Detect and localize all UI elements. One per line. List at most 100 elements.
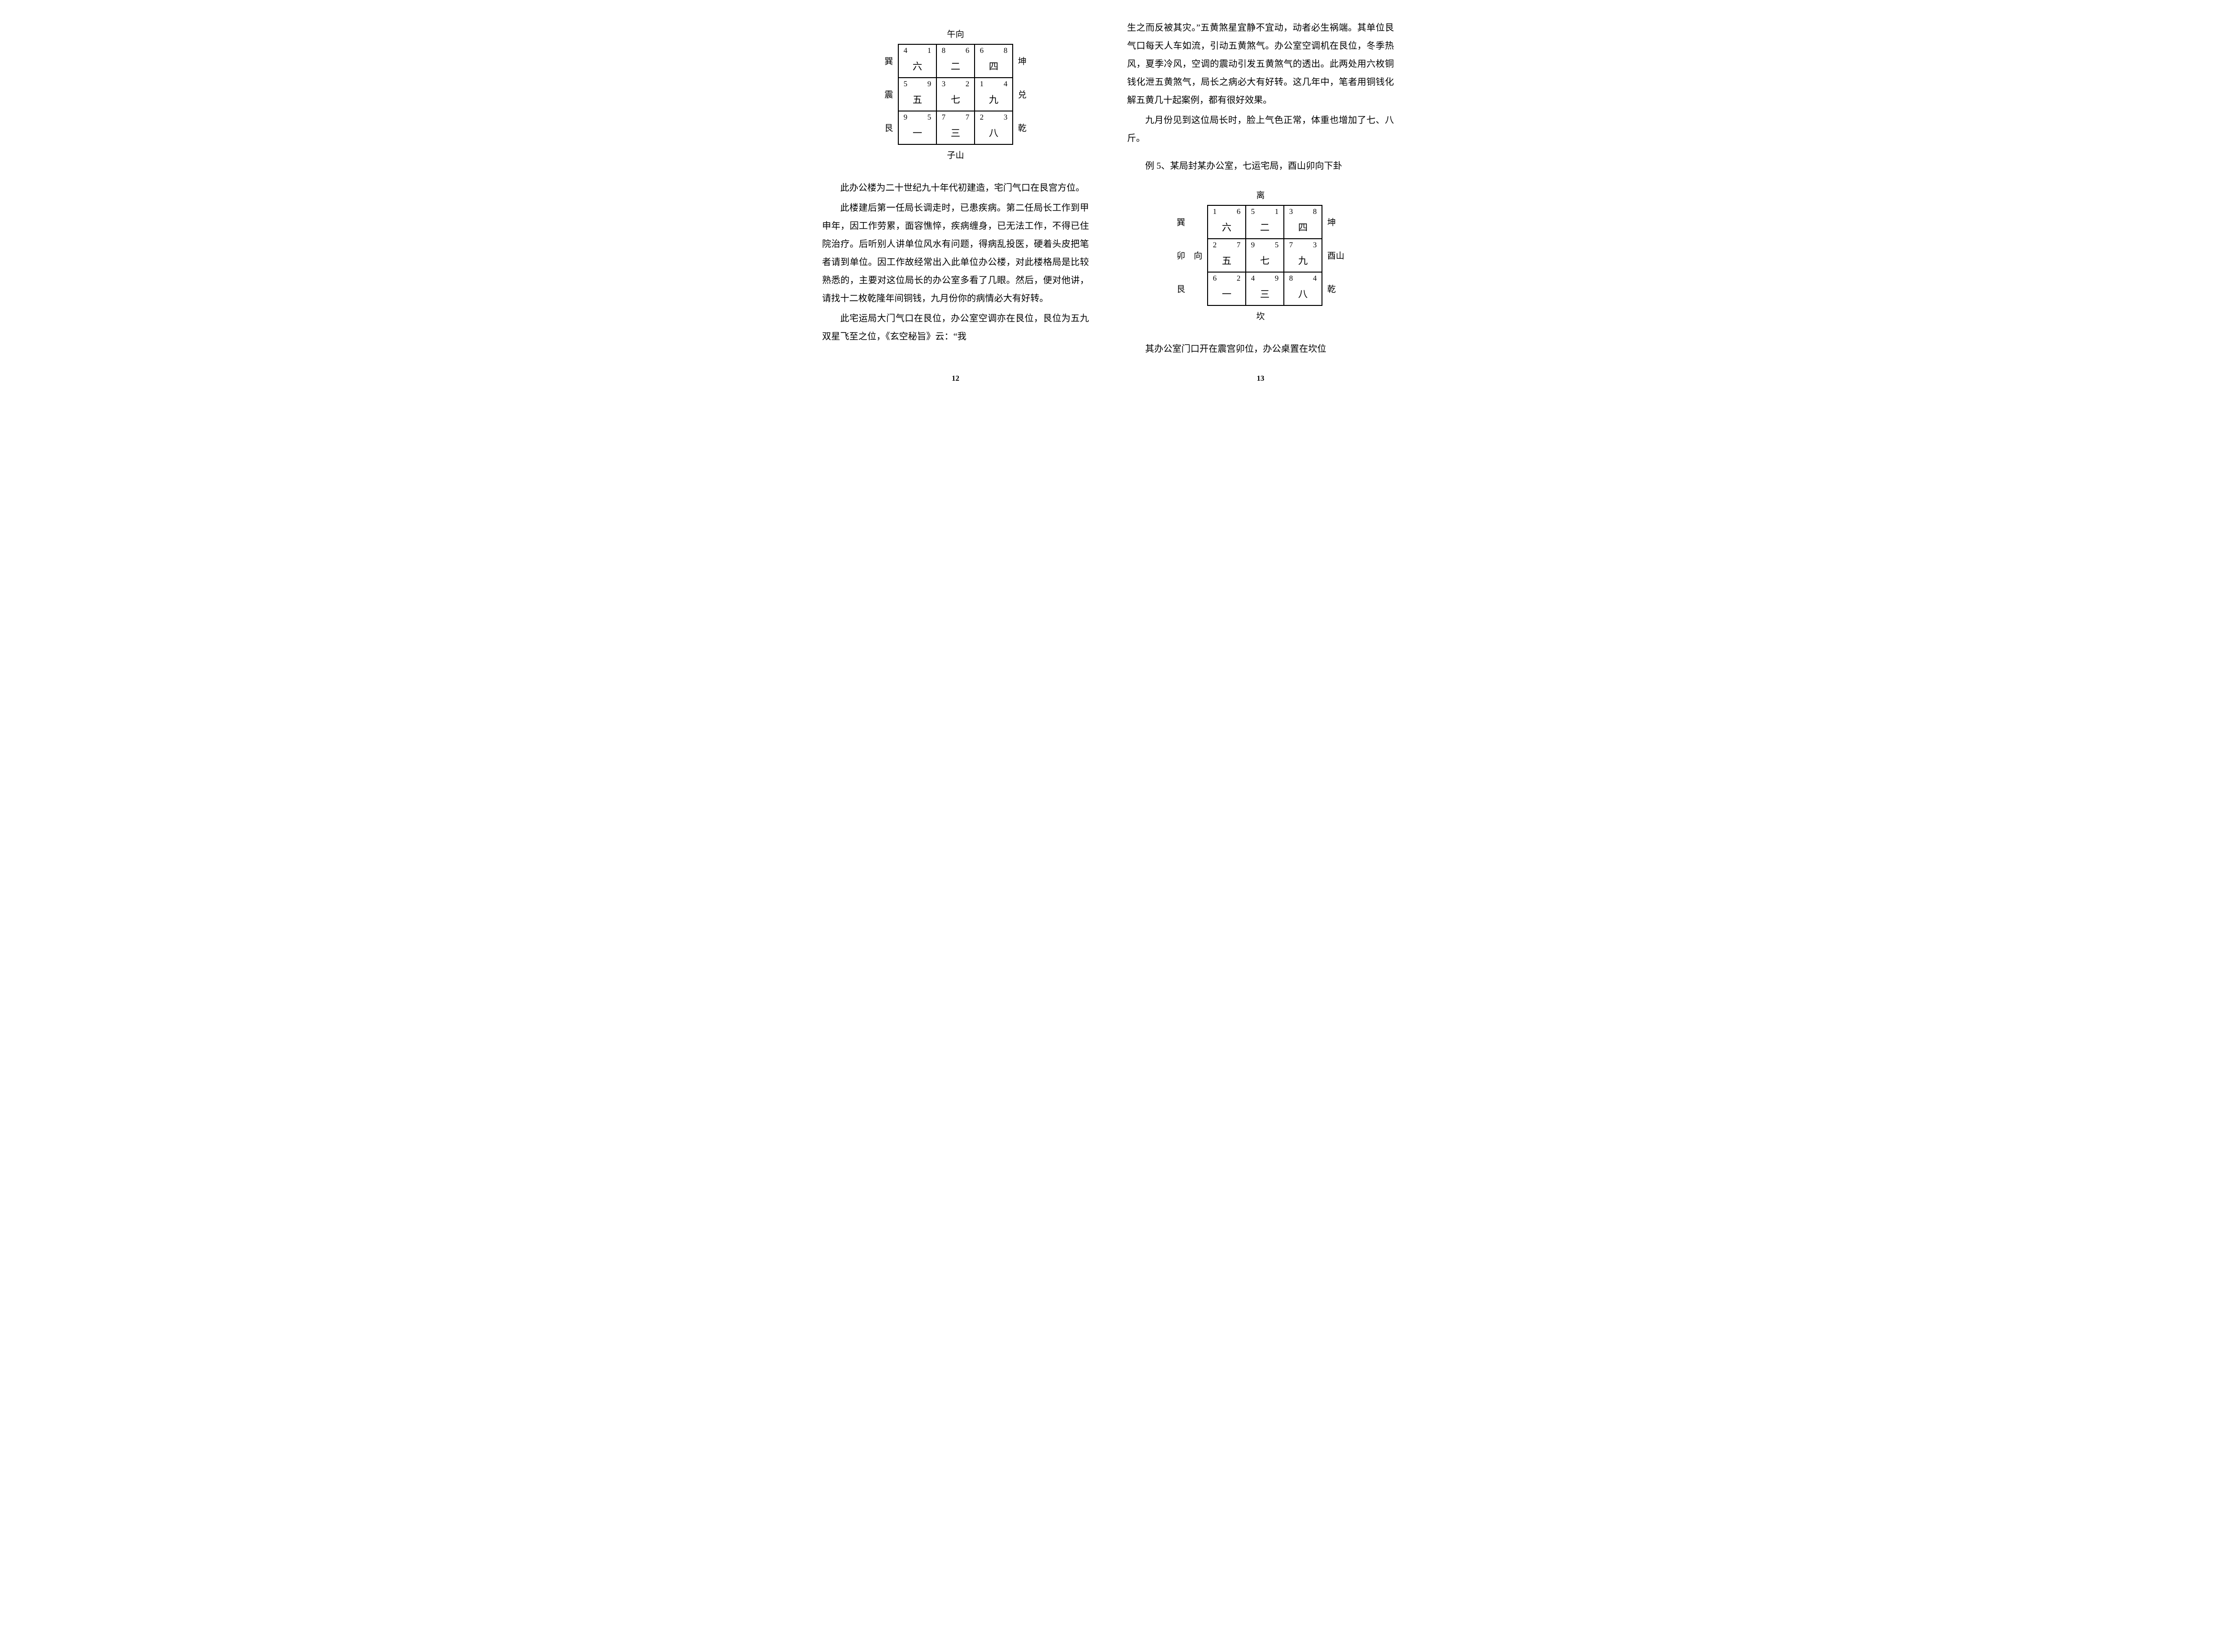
grid-cell: 1 4九 — [975, 78, 1013, 111]
cell-tr: 1 — [927, 47, 931, 55]
chart-label: 巽 — [1177, 205, 1202, 239]
chart-label: 艮 — [1177, 272, 1202, 305]
cell-b: 七 — [951, 92, 960, 106]
chart-label: 乾 — [1327, 272, 1344, 305]
chart-label: 酉山 — [1327, 239, 1344, 272]
paragraph: 此楼建后第一任局长调走时，已患疾病。第二任局长工作到甲申年，因工作劳累，面容憔悴… — [822, 199, 1089, 308]
example-header: 例 5、某局封某办公室，七运宅局，酉山卯向下卦 — [1127, 157, 1394, 175]
chart-label: 巽 — [884, 44, 893, 78]
grid-cell: 4 1六 — [898, 44, 936, 78]
cell-tr: 2 — [966, 80, 969, 89]
cell-tl: 5 — [1251, 208, 1255, 216]
grid-cell: 4 9三 — [1246, 272, 1284, 305]
cell-tr: 8 — [1004, 47, 1007, 55]
grid-cell: 7 3九 — [1284, 239, 1322, 272]
chart-1-right-labels: 坤 兑 乾 — [1018, 44, 1027, 144]
cell-b: 三 — [1260, 286, 1270, 300]
paragraph: 生之而反被其灾。”五黄煞星宜静不宜动，动者必生祸端。其单位艮气口每天人车如流，引… — [1127, 19, 1394, 110]
grid-cell: 3 8四 — [1284, 205, 1322, 239]
cell-tl: 4 — [1251, 274, 1255, 283]
left-content: 午向 巽 震 艮 41六 86二 68四 59五 32七 14九 95一 — [822, 19, 1089, 360]
page-number-left: 12 — [822, 375, 1089, 383]
cell-b: 二 — [951, 59, 960, 72]
chart-label: 坤 — [1018, 44, 1027, 78]
chart-label: 震 — [884, 78, 893, 111]
cell-b: 八 — [989, 125, 998, 139]
cell-b: 七 — [1260, 253, 1270, 267]
chart-2-row: 巽 卯 向 艮 16六 51二 38四 27五 95七 73九 62一 49三 … — [1177, 205, 1344, 306]
cell-b: 六 — [913, 59, 922, 72]
grid-cell: 7 7三 — [936, 111, 975, 144]
cell-b: 九 — [1298, 253, 1308, 267]
cell-tr: 9 — [1275, 274, 1279, 283]
cell-tr: 7 — [1237, 241, 1240, 250]
chart-1-bottom-label: 子山 — [947, 149, 964, 161]
chart-2-left-labels: 巽 卯 向 艮 — [1177, 205, 1202, 305]
cell-tl: 7 — [1289, 241, 1293, 250]
page-spread: 午向 巽 震 艮 41六 86二 68四 59五 32七 14九 95一 — [822, 19, 1394, 383]
cell-b: 二 — [1260, 220, 1270, 233]
cell-tr: 3 — [1313, 241, 1317, 250]
grid-cell: 5 9五 — [898, 78, 936, 111]
paragraph: 九月份见到这位局长时，脸上气色正常，体重也增加了七、八斤。 — [1127, 111, 1394, 148]
grid-cell: 8 4八 — [1284, 272, 1322, 305]
chart-1: 午向 巽 震 艮 41六 86二 68四 59五 32七 14九 95一 — [822, 24, 1089, 165]
chart-2: 离 巽 卯 向 艮 16六 51二 38四 27五 95七 73九 62一 — [1127, 185, 1394, 326]
chart-1-grid: 41六 86二 68四 59五 32七 14九 95一 77三 23八 — [898, 44, 1013, 145]
cell-b: 九 — [989, 92, 998, 106]
chart-label: 艮 — [884, 111, 893, 144]
grid-cell: 9 5一 — [898, 111, 936, 144]
cell-b: 五 — [913, 92, 922, 106]
right-content: 生之而反被其灾。”五黄煞星宜静不宜动，动者必生祸端。其单位艮气口每天人车如流，引… — [1127, 19, 1394, 360]
grid-cell: 8 6二 — [936, 44, 975, 78]
right-page: 生之而反被其灾。”五黄煞星宜静不宜动，动者必生祸端。其单位艮气口每天人车如流，引… — [1127, 19, 1394, 383]
paragraph: 其办公室门口开在震宫卯位，办公桌置在坎位 — [1127, 340, 1394, 358]
cell-b: 四 — [989, 59, 998, 72]
cell-tl: 2 — [1213, 241, 1217, 250]
cell-tl: 3 — [942, 80, 945, 89]
cell-tl: 4 — [904, 47, 907, 55]
cell-tr: 9 — [927, 80, 931, 89]
chart-1-row: 巽 震 艮 41六 86二 68四 59五 32七 14九 95一 77三 23… — [884, 44, 1027, 145]
chart-2-right-labels: 坤 酉山 乾 — [1327, 205, 1344, 305]
cell-tl: 1 — [1213, 208, 1217, 216]
grid-cell: 9 5七 — [1246, 239, 1284, 272]
cell-b: 一 — [1222, 286, 1231, 300]
cell-tl: 5 — [904, 80, 907, 89]
cell-b: 四 — [1298, 220, 1308, 233]
grid-cell: 3 2七 — [936, 78, 975, 111]
cell-tr: 5 — [1275, 241, 1279, 250]
cell-b: 八 — [1298, 286, 1308, 300]
cell-tr: 7 — [966, 113, 969, 122]
cell-tl: 2 — [980, 113, 984, 122]
cell-tl: 8 — [942, 47, 945, 55]
cell-tr: 8 — [1313, 208, 1317, 216]
cell-tl: 1 — [980, 80, 984, 89]
cell-tl: 3 — [1289, 208, 1293, 216]
grid-cell: 68四 — [975, 44, 1013, 78]
cell-tr: 5 — [927, 113, 931, 122]
cell-b: 一 — [913, 125, 922, 139]
grid-cell: 2 3八 — [975, 111, 1013, 144]
cell-tr: 4 — [1313, 274, 1317, 283]
paragraph: 此宅运局大门气口在艮位，办公室空调亦在艮位，艮位为五九双星飞至之位，《玄空秘旨》… — [822, 310, 1089, 346]
grid-cell: 1 6六 — [1208, 205, 1246, 239]
cell-tl: 9 — [904, 113, 907, 122]
grid-cell: 5 1二 — [1246, 205, 1284, 239]
cell-tr: 6 — [966, 47, 969, 55]
chart-2-bottom-label: 坎 — [1256, 310, 1265, 322]
cell-tr: 6 — [1237, 208, 1240, 216]
cell-tl: 8 — [1289, 274, 1293, 283]
cell-b: 三 — [951, 125, 960, 139]
chart-label: 坤 — [1327, 205, 1344, 239]
cell-tl: 9 — [1251, 241, 1255, 250]
cell-tr: 3 — [1004, 113, 1007, 122]
chart-1-top-label: 午向 — [947, 28, 964, 40]
cell-tl: 7 — [942, 113, 945, 122]
chart-label: 兑 — [1018, 78, 1027, 111]
cell-b: 六 — [1222, 220, 1231, 233]
cell-tr: 4 — [1004, 80, 1007, 89]
chart-label: 乾 — [1018, 111, 1027, 144]
left-page: 午向 巽 震 艮 41六 86二 68四 59五 32七 14九 95一 — [822, 19, 1089, 383]
cell-tr: 1 — [1275, 208, 1279, 216]
